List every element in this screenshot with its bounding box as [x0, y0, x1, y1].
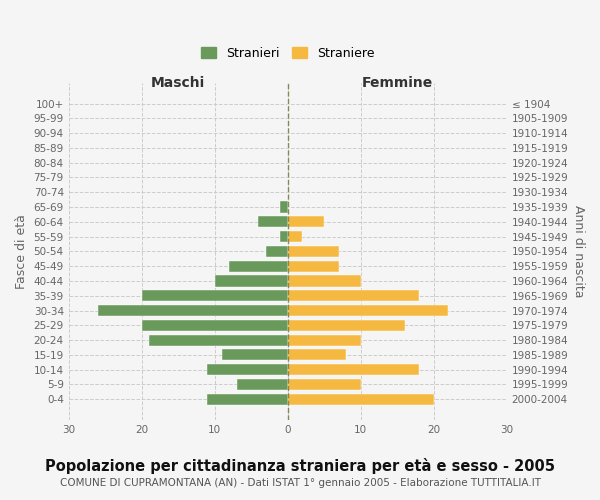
Bar: [287, 216, 324, 228]
Bar: [280, 202, 287, 212]
Bar: [142, 290, 287, 302]
Bar: [287, 334, 361, 345]
Bar: [142, 320, 287, 331]
Bar: [287, 379, 361, 390]
Bar: [287, 350, 346, 360]
Legend: Stranieri, Straniere: Stranieri, Straniere: [196, 42, 379, 64]
Y-axis label: Fasce di età: Fasce di età: [15, 214, 28, 289]
Bar: [287, 290, 419, 302]
Bar: [287, 305, 448, 316]
Bar: [280, 231, 287, 242]
Bar: [222, 350, 287, 360]
Bar: [287, 231, 302, 242]
Bar: [149, 334, 287, 345]
Bar: [208, 394, 287, 405]
Y-axis label: Anni di nascita: Anni di nascita: [572, 205, 585, 298]
Text: COMUNE DI CUPRAMONTANA (AN) - Dati ISTAT 1° gennaio 2005 - Elaborazione TUTTITAL: COMUNE DI CUPRAMONTANA (AN) - Dati ISTAT…: [59, 478, 541, 488]
Bar: [287, 260, 339, 272]
Bar: [287, 364, 419, 375]
Text: Femmine: Femmine: [362, 76, 433, 90]
Bar: [287, 276, 361, 286]
Bar: [259, 216, 287, 228]
Bar: [287, 246, 339, 257]
Bar: [236, 379, 287, 390]
Bar: [287, 320, 404, 331]
Text: Popolazione per cittadinanza straniera per età e sesso - 2005: Popolazione per cittadinanza straniera p…: [45, 458, 555, 473]
Bar: [98, 305, 287, 316]
Bar: [229, 260, 287, 272]
Text: Maschi: Maschi: [151, 76, 205, 90]
Bar: [215, 276, 287, 286]
Bar: [208, 364, 287, 375]
Bar: [266, 246, 287, 257]
Bar: [287, 394, 434, 405]
